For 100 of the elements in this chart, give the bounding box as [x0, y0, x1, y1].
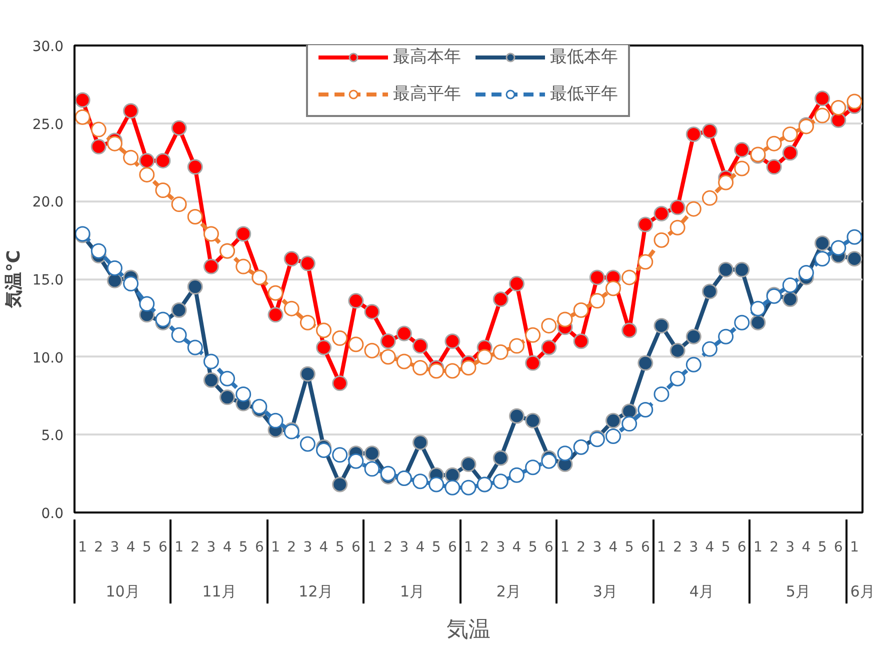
point [236, 386, 252, 402]
point [348, 453, 364, 469]
point [139, 166, 155, 182]
point [525, 412, 541, 428]
x-tick-label: 4 [802, 540, 811, 556]
x-tick-label: 5 [432, 540, 441, 556]
point [187, 208, 203, 224]
point [460, 456, 476, 472]
point [734, 142, 750, 158]
point [654, 232, 670, 248]
point [316, 442, 332, 458]
x-tick-label: 3 [303, 540, 312, 556]
point [622, 322, 638, 338]
point [492, 344, 508, 360]
point [380, 466, 396, 482]
x-tick-label: 3 [496, 540, 506, 556]
point [638, 355, 654, 371]
point [557, 446, 573, 462]
point [316, 340, 332, 356]
point [123, 103, 139, 119]
y-axis-title: 気温℃ [3, 250, 24, 309]
point [846, 251, 862, 266]
point [492, 450, 508, 466]
x-tick-label: 6 [254, 540, 264, 556]
x-tick-label: 5 [818, 540, 827, 556]
point [396, 354, 412, 370]
point [139, 296, 155, 312]
x-tick-label: 4 [512, 540, 522, 556]
point [252, 398, 268, 414]
x-tick-label: 4 [705, 540, 714, 556]
point [702, 123, 718, 139]
point [476, 349, 492, 365]
point [106, 136, 122, 152]
text: 4月 [689, 582, 714, 600]
x-tick-label: 2 [190, 540, 200, 556]
point [750, 314, 766, 330]
point [332, 376, 348, 392]
legend-label: 最低平年 [550, 83, 618, 105]
point [412, 338, 428, 354]
legend-label: 最高本年 [393, 46, 461, 68]
x-tick-label: 5 [142, 540, 152, 556]
text: 10月 [106, 582, 140, 600]
point [396, 326, 412, 342]
point [814, 235, 830, 251]
point [798, 265, 814, 281]
point [638, 216, 654, 232]
point [268, 285, 284, 301]
point [525, 327, 541, 343]
x-tick-label: 2 [770, 540, 779, 556]
point [686, 126, 702, 142]
point [220, 390, 236, 406]
point [300, 256, 316, 272]
point [605, 280, 621, 296]
point [139, 152, 155, 168]
point [74, 109, 90, 125]
y-tick-label: 10.0 [32, 350, 64, 366]
point [782, 145, 798, 161]
legend-label: 最高平年 [393, 83, 461, 105]
y-tick-label: 30.0 [32, 39, 64, 55]
point [686, 356, 702, 372]
point [155, 152, 171, 168]
point [171, 120, 187, 136]
x-tick-label: 2 [576, 540, 586, 556]
x-tick-label: 2 [287, 540, 296, 556]
point [670, 342, 686, 358]
point [508, 408, 524, 424]
point [702, 190, 718, 206]
point [830, 100, 846, 116]
point [187, 279, 203, 295]
x-tick-label: 3 [206, 540, 216, 556]
x-tick-label: 1 [754, 540, 762, 556]
x-tick-label: 5 [238, 540, 248, 556]
x-tick-label: 1 [657, 540, 666, 556]
point [734, 314, 750, 330]
x-tick-label: 6 [834, 540, 843, 556]
point [155, 312, 171, 328]
point [203, 258, 219, 274]
point [90, 122, 106, 138]
point [782, 292, 798, 307]
y-tick-label: 5.0 [41, 428, 64, 444]
x-tick-label: 1 [560, 540, 570, 556]
x-tick-label: 3 [592, 540, 602, 556]
point [766, 159, 782, 175]
point [846, 94, 862, 110]
x-tick-label: 2 [94, 540, 104, 556]
point [268, 412, 284, 428]
text: 1月 [400, 582, 424, 600]
point [557, 312, 573, 328]
point [300, 366, 316, 382]
point [814, 251, 830, 266]
point [106, 260, 122, 276]
point [444, 334, 460, 350]
point [589, 293, 605, 309]
point [830, 240, 846, 256]
point [316, 322, 332, 338]
point [686, 328, 702, 344]
text: 3月 [592, 582, 618, 600]
point [203, 354, 219, 370]
y-tick-label: 0.0 [41, 506, 64, 522]
point [236, 226, 252, 242]
